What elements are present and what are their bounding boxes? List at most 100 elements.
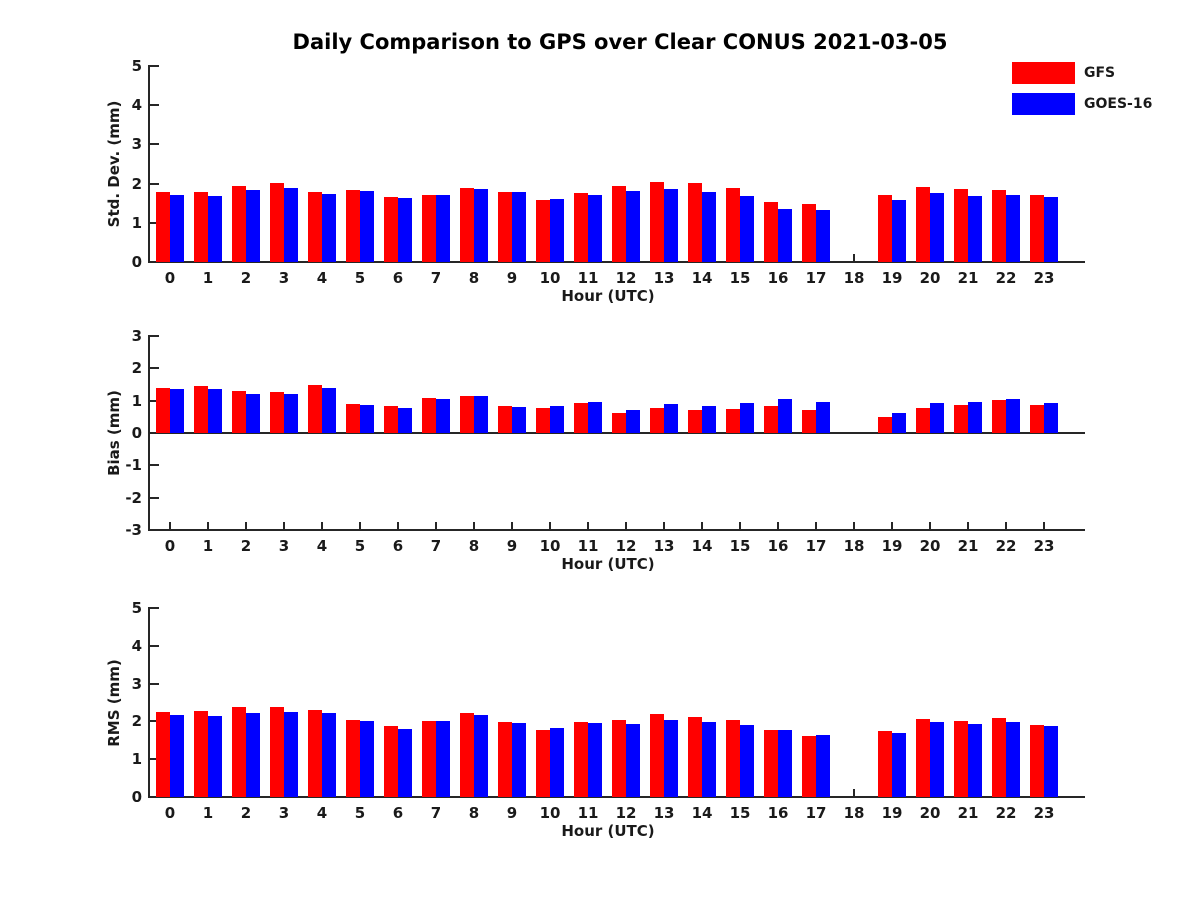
bar-goes-16-h0: [170, 389, 184, 433]
x-tick: [777, 522, 779, 529]
x-tick-label: 21: [957, 537, 979, 555]
bar-goes-16-h14: [702, 406, 716, 433]
bar-gfs-h19: [878, 194, 892, 262]
figure-title: Daily Comparison to GPS over Clear CONUS…: [292, 30, 948, 54]
y-tick-label: 4: [131, 636, 142, 655]
x-tick-label: 2: [240, 269, 252, 287]
x-tick-label: 20: [919, 804, 941, 822]
y-tick: [150, 399, 159, 402]
bar-goes-16-h3: [284, 711, 298, 797]
x-tick: [397, 522, 399, 529]
bar-goes-16-h11: [588, 194, 602, 262]
bar-gfs-h1: [194, 386, 208, 433]
x-tick-label: 14: [691, 537, 713, 555]
bar-goes-16-h13: [664, 719, 678, 797]
x-tick-label: 17: [805, 269, 827, 287]
x-tick-label: 22: [995, 537, 1017, 555]
bar-goes-16-h9: [512, 406, 526, 433]
x-tick-label: 19: [881, 537, 903, 555]
bar-gfs-h21: [954, 404, 968, 433]
x-tick: [815, 522, 817, 529]
bar-gfs-h9: [498, 722, 512, 797]
bar-goes-16-h1: [208, 196, 222, 262]
bar-goes-16-h2: [246, 713, 260, 797]
y-tick-label: -2: [125, 488, 142, 507]
x-tick-label: 7: [430, 804, 442, 822]
legend-item-goes16: GOES-16: [1012, 93, 1152, 115]
x-tick-label: 12: [615, 537, 637, 555]
y-tick: [150, 335, 159, 337]
x-tick-label: 18: [843, 537, 865, 555]
x-tick-label: 20: [919, 537, 941, 555]
y-tick: [150, 644, 159, 647]
y-tick: [150, 221, 159, 224]
bar-goes-16-h11: [588, 723, 602, 797]
x-tick: [169, 522, 171, 529]
y-tick: [150, 758, 159, 761]
bar-gfs-h10: [536, 200, 550, 262]
y-tick-label: -3: [125, 521, 142, 539]
bar-gfs-h20: [916, 186, 930, 262]
bar-gfs-h22: [992, 718, 1006, 797]
bar-gfs-h21: [954, 720, 968, 797]
x-tick: [587, 522, 589, 529]
x-tick-label: 1: [202, 537, 214, 555]
x-tick: [853, 254, 855, 261]
bar-goes-16-h21: [968, 724, 982, 797]
x-tick-label: 2: [240, 537, 252, 555]
x-tick-label: 6: [392, 804, 404, 822]
zero-line: [148, 432, 1085, 434]
bar-goes-16-h12: [626, 191, 640, 262]
bar-goes-16-h15: [740, 403, 754, 433]
bar-gfs-h16: [764, 405, 778, 433]
x-tick-label: 7: [430, 537, 442, 555]
y-tick-label: 2: [131, 712, 142, 731]
x-tick-label: 23: [1033, 269, 1055, 287]
x-tick-label: 2: [240, 804, 252, 822]
bar-gfs-h17: [802, 409, 816, 433]
x-tick: [1043, 522, 1045, 529]
bar-gfs-h11: [574, 722, 588, 797]
x-tick-label: 18: [843, 804, 865, 822]
bar-goes-16-h6: [398, 407, 412, 433]
x-tick-label: 6: [392, 537, 404, 555]
bar-goes-16-h6: [398, 198, 412, 262]
bar-gfs-h20: [916, 719, 930, 797]
bar-goes-16-h8: [474, 189, 488, 262]
bar-goes-16-h16: [778, 208, 792, 262]
bar-goes-16-h20: [930, 721, 944, 797]
std-dev-x-axis-label: Hour (UTC): [561, 287, 655, 305]
bar-goes-16-h22: [1006, 722, 1020, 797]
bar-goes-16-h8: [474, 715, 488, 797]
x-tick-label: 17: [805, 804, 827, 822]
bar-gfs-h14: [688, 410, 702, 433]
x-tick-label: 0: [164, 804, 176, 822]
bar-gfs-h15: [726, 409, 740, 433]
bar-gfs-h13: [650, 713, 664, 797]
bar-gfs-h21: [954, 189, 968, 262]
bar-gfs-h8: [460, 396, 474, 433]
bar-gfs-h22: [992, 190, 1006, 262]
x-tick-label: 13: [653, 804, 675, 822]
x-tick-label: 12: [615, 269, 637, 287]
bar-gfs-h4: [308, 710, 322, 797]
x-tick-label: 19: [881, 804, 903, 822]
x-tick: [435, 522, 437, 529]
legend: GFS GOES-16: [1012, 62, 1152, 124]
bar-goes-16-h19: [892, 732, 906, 797]
bar-gfs-h0: [156, 388, 170, 433]
bar-goes-16-h3: [284, 394, 298, 433]
y-tick: [150, 104, 159, 107]
legend-item-gfs: GFS: [1012, 62, 1152, 84]
bar-gfs-h7: [422, 398, 436, 433]
x-tick-label: 16: [767, 269, 789, 287]
x-tick: [663, 522, 665, 529]
bar-gfs-h5: [346, 189, 360, 262]
bar-goes-16-h12: [626, 409, 640, 433]
y-tick-label: 0: [131, 253, 142, 271]
x-tick: [245, 522, 247, 529]
x-tick-label: 5: [354, 804, 366, 822]
bar-goes-16-h1: [208, 716, 222, 797]
bar-goes-16-h21: [968, 401, 982, 433]
x-tick-label: 4: [316, 537, 328, 555]
